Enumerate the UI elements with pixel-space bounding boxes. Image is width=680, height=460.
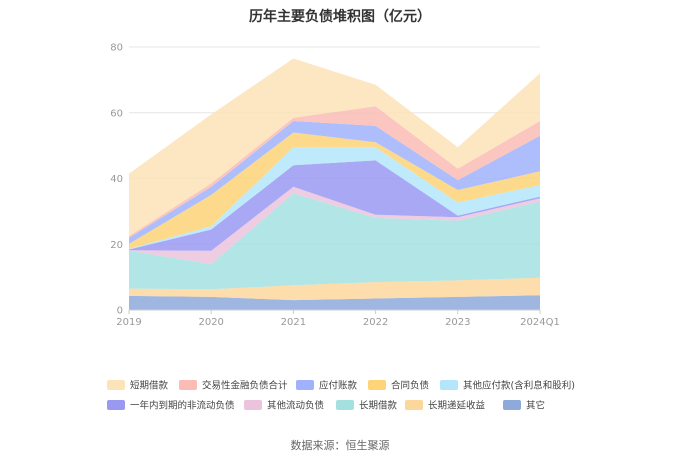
- y-tick-label: 80: [110, 43, 123, 54]
- x-tick-label: 2019: [116, 317, 141, 328]
- area-series-band: [129, 58, 540, 236]
- area-series-band: [129, 186, 540, 264]
- legend-swatch: [107, 380, 125, 390]
- legend-label: 其他流动负债: [267, 400, 325, 412]
- x-tick-label: 2022: [363, 317, 388, 328]
- area-series: [129, 58, 540, 310]
- legend-label: 长期借款: [359, 400, 398, 412]
- legend-swatch: [244, 400, 262, 410]
- legend-swatch: [368, 380, 386, 390]
- y-tick-label: 40: [110, 174, 123, 185]
- legend-swatch: [179, 380, 197, 390]
- legend-label: 合同负债: [391, 380, 430, 392]
- x-tick-label: 2024Q1: [520, 317, 560, 328]
- y-tick-label: 20: [110, 240, 123, 251]
- legend-label: 短期借款: [130, 380, 169, 392]
- legend-label: 一年内到期的非流动负债: [130, 400, 235, 412]
- area-series-band: [129, 277, 540, 301]
- legend-swatch: [336, 400, 354, 410]
- x-tick-label: 2023: [445, 317, 470, 328]
- area-series-band: [129, 160, 540, 251]
- legend-label: 其它: [526, 400, 545, 412]
- y-tick-label: 0: [117, 306, 123, 317]
- x-tick-label: 2021: [281, 317, 306, 328]
- area-series-band: [129, 147, 540, 250]
- legend-swatch: [296, 380, 314, 390]
- legend-swatch: [503, 400, 521, 410]
- area-series-band: [129, 193, 540, 290]
- legend-label: 应付账款: [319, 380, 358, 392]
- x-tick-label: 2020: [198, 317, 223, 328]
- area-series-band: [129, 295, 540, 310]
- legend-swatch: [107, 400, 125, 410]
- y-tick-label: 60: [110, 108, 123, 119]
- legend-label: 其他应付款(含利息和股利): [463, 380, 575, 392]
- axes: 0 20 40 60 80 2019 2020 2021 2022 2023 2024Q1: [110, 43, 560, 329]
- legend-label: 交易性金融负债合计: [202, 380, 288, 392]
- chart-title: 历年主要负债堆积图（亿元）: [249, 9, 431, 25]
- legend-swatch: [405, 400, 423, 410]
- area-series-band: [129, 132, 540, 249]
- legend-swatch: [440, 380, 458, 390]
- data-source-note: 数据来源：恒生聚源: [290, 439, 390, 452]
- area-series-band: [129, 121, 540, 244]
- area-series-band: [129, 106, 540, 238]
- legend: 短期借款 交易性金融负债合计 应付账款 合同负债 其他应付款(含利息和股利) 一年内到期的…: [107, 380, 575, 412]
- legend-label: 长期递延收益: [428, 400, 486, 412]
